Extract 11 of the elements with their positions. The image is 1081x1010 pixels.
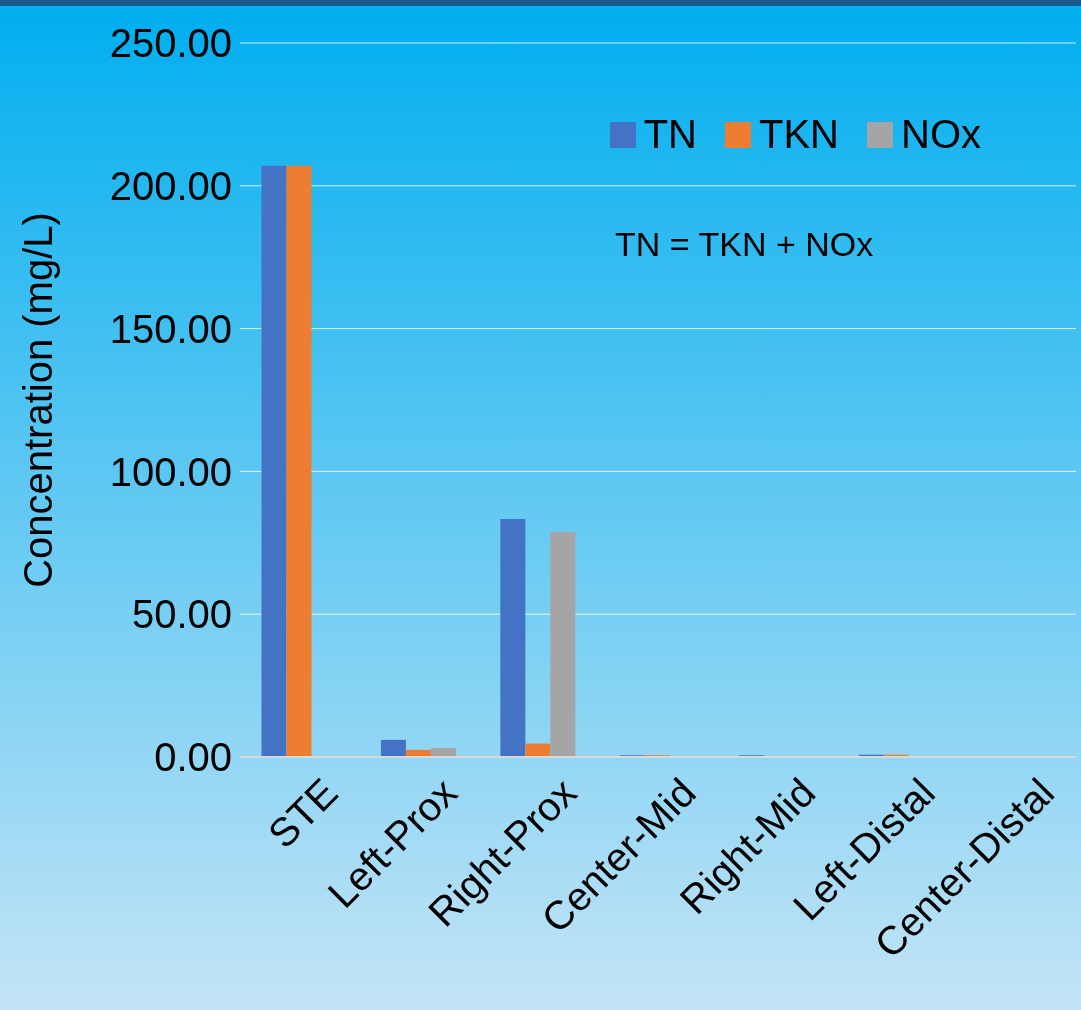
y-tick-label: 0.00 (154, 735, 232, 780)
y-tick-label: 50.00 (131, 592, 232, 637)
y-tick-label: 250.00 (109, 21, 232, 66)
y-tick-label: 150.00 (109, 306, 232, 351)
y-tick-label: 200.00 (109, 164, 232, 208)
legend-label: TKN (759, 112, 839, 157)
y-tick-label: 100.00 (109, 449, 232, 494)
y-axis-title: Concentration (mg/L) (16, 212, 61, 588)
legend-label: TN (643, 112, 697, 157)
annotation: TN = TKN + NOx (615, 225, 874, 264)
legend-label: NOx (901, 112, 981, 157)
